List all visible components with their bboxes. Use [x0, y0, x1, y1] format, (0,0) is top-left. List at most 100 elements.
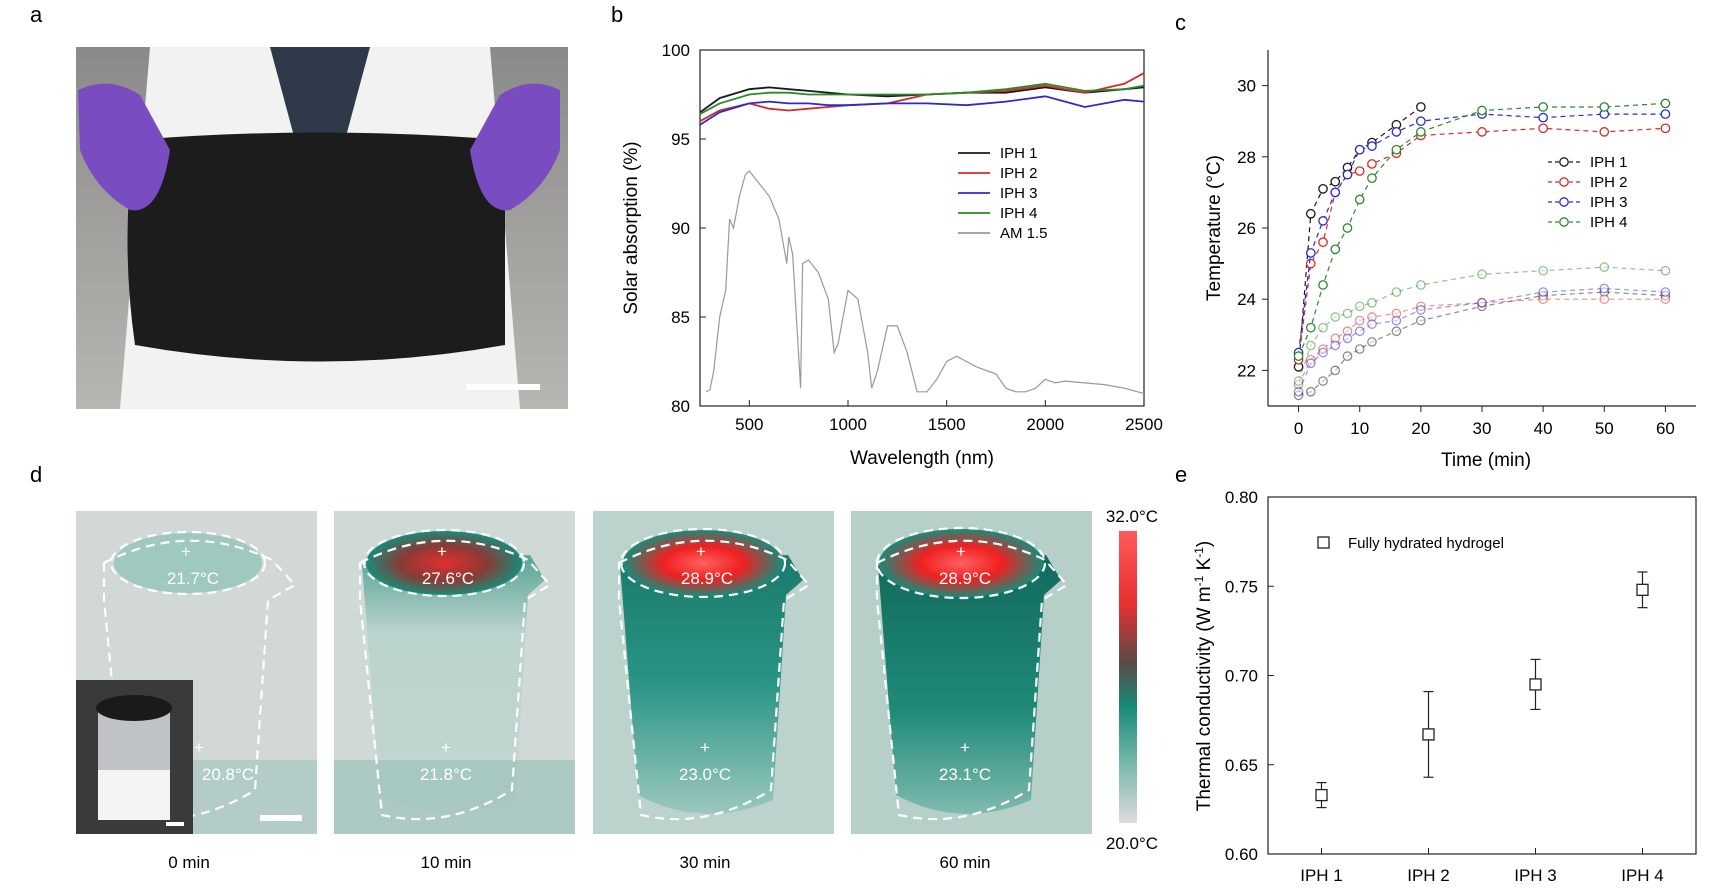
panel-b-legend-label: AM 1.5	[1000, 225, 1048, 242]
panel-d-thermal: + 21.7°C + 20.8°C 0 min + 27.6°C	[76, 507, 1158, 872]
panel-c-point	[1416, 127, 1426, 137]
panel-b-ytick-label: 80	[671, 397, 690, 416]
panel-c-chart: 0 10 20 30 40 50 60 22 24 26 28 30 Time (min) Tempe…	[1204, 50, 1696, 471]
panel-c-point	[1342, 223, 1353, 233]
panel-c-point	[1305, 340, 1316, 351]
panel-e-legend: Fully hydrated hydrogel	[1317, 535, 1504, 552]
panel-e-xtick-label: IPH 4	[1621, 866, 1664, 885]
panel-b-ytick-label: 85	[671, 308, 690, 327]
panel-c-point	[1538, 112, 1548, 123]
panel-c-legend-marker	[1559, 157, 1569, 167]
panel-c-xtick-label: 30	[1473, 419, 1492, 438]
panel-c-point	[1342, 308, 1353, 319]
panel-c-point	[1391, 326, 1402, 337]
thermal-frame-1: + 27.6°C + 21.8°C 10 min	[334, 511, 575, 872]
panel-b-legend-label: IPH 2	[1000, 165, 1038, 182]
panel-c-legend-label: IPH 1	[1590, 154, 1628, 171]
panel-b-xtick-label: 500	[735, 415, 763, 434]
left-glove	[78, 83, 170, 211]
panel-c-legend-marker	[1559, 197, 1569, 207]
panel-e-point	[1529, 678, 1542, 691]
panel-c-legend-label: IPH 3	[1590, 194, 1628, 211]
panel-b-xlabel: Wavelength (nm)	[850, 448, 994, 469]
panel-c-point	[1416, 102, 1426, 112]
panel-c-point	[1477, 105, 1487, 116]
panel-c-point	[1538, 123, 1548, 134]
panel-c-ytick-label: 22	[1237, 361, 1256, 380]
panel-a-photo	[76, 47, 568, 409]
panel-c-point	[1538, 287, 1548, 297]
panel-c-ytick-label: 30	[1237, 77, 1256, 96]
thermal-top-temp-0: 21.7°C	[167, 569, 219, 588]
panel-c-point	[1599, 262, 1610, 273]
svg-text:+: +	[696, 542, 706, 561]
panel-c-xtick-label: 10	[1350, 419, 1369, 438]
panel-e-ytick-label: 0.65	[1225, 756, 1258, 775]
panel-e-xtick-label: IPH 2	[1407, 866, 1450, 885]
panel-b-ylabel: Solar absorption (%)	[621, 141, 642, 314]
panel-c-point	[1660, 123, 1671, 134]
thermal-frame-0: + 21.7°C + 20.8°C 0 min	[76, 511, 317, 872]
panel-c-point	[1342, 333, 1353, 344]
panel-b-xtick-label: 2000	[1026, 415, 1064, 434]
panel-b-label: b	[611, 2, 623, 27]
colorbar-max: 32.0°C	[1106, 507, 1158, 526]
panel-c-point	[1538, 102, 1548, 112]
panel-e-xtick-label: IPH 3	[1514, 866, 1557, 885]
panel-d-label: d	[30, 462, 42, 487]
svg-text:+: +	[441, 738, 451, 757]
thermal-time-2: 30 min	[679, 853, 730, 872]
panel-c-series-line	[1298, 266, 1666, 382]
panel-c-point	[1367, 297, 1377, 308]
thermal-time-3: 60 min	[939, 853, 990, 872]
panel-c-ytick-label: 24	[1237, 290, 1256, 309]
panel-e-ytick-label: 0.60	[1225, 845, 1258, 864]
thermal-time-1: 10 min	[420, 853, 471, 872]
panel-c-point	[1660, 265, 1671, 276]
panel-c-point	[1416, 305, 1426, 315]
panel-c-point	[1293, 386, 1304, 397]
panel-c-point	[1367, 159, 1377, 169]
panel-c-point	[1305, 208, 1316, 219]
panel-b-series-line	[699, 95, 1145, 126]
panel-c-point	[1318, 237, 1328, 248]
thermal-top-temp-3: 28.9°C	[939, 569, 991, 588]
panel-e-ytick-label: 0.70	[1225, 667, 1258, 686]
colorbar-min: 20.0°C	[1106, 834, 1158, 853]
panel-c-series-line	[1298, 106, 1422, 367]
panel-c-series-line	[1298, 298, 1666, 385]
panel-c-point	[1660, 287, 1671, 297]
panel-c-ytick-label: 26	[1237, 219, 1256, 238]
panel-c-point	[1391, 144, 1402, 155]
panel-c-xtick-label: 60	[1656, 419, 1675, 438]
panel-c-point	[1305, 386, 1316, 397]
panel-c-series-line	[1298, 113, 1666, 353]
panel-c-ylabel: Temperature (°C)	[1204, 155, 1225, 301]
panel-c-point	[1391, 287, 1402, 297]
thermal-frame-3: + 28.9°C + 23.1°C 60 min	[851, 511, 1092, 872]
panel-c-point	[1538, 265, 1548, 276]
right-glove	[470, 83, 560, 211]
panel-c-point	[1660, 109, 1671, 119]
panel-c-point	[1318, 347, 1328, 358]
thermal-scale-bar	[260, 815, 302, 821]
panel-c-point	[1477, 297, 1487, 308]
panel-b-legend-label: IPH 4	[1000, 205, 1038, 222]
panel-c-point	[1342, 351, 1353, 362]
panel-e-ytick-label: 0.75	[1225, 577, 1258, 596]
panel-c-point	[1416, 116, 1426, 127]
panel-c-point	[1367, 173, 1377, 184]
panel-b-chart: 500 1000 1500 2000 2500 80 85 90 95 100 Wavelengt…	[621, 41, 1163, 469]
panel-c-point	[1318, 280, 1328, 290]
panel-c-xtick-label: 20	[1411, 419, 1430, 438]
panel-e-chart: IPH 1 IPH 2 IPH 3 IPH 4 0.60 0.65 0.70 0.75 0.80…	[1192, 488, 1697, 885]
panel-c-point	[1354, 315, 1365, 326]
panel-c-xlabel: Time (min)	[1441, 450, 1531, 471]
panel-b-ytick-label: 95	[671, 130, 690, 149]
panel-e-ylabel: Thermal conductivity (W m-1 K-1)	[1192, 541, 1215, 812]
panel-b-xtick-label: 1000	[829, 415, 867, 434]
panel-c-point	[1391, 315, 1402, 326]
colorbar	[1119, 531, 1137, 823]
panel-c-point	[1477, 127, 1487, 137]
